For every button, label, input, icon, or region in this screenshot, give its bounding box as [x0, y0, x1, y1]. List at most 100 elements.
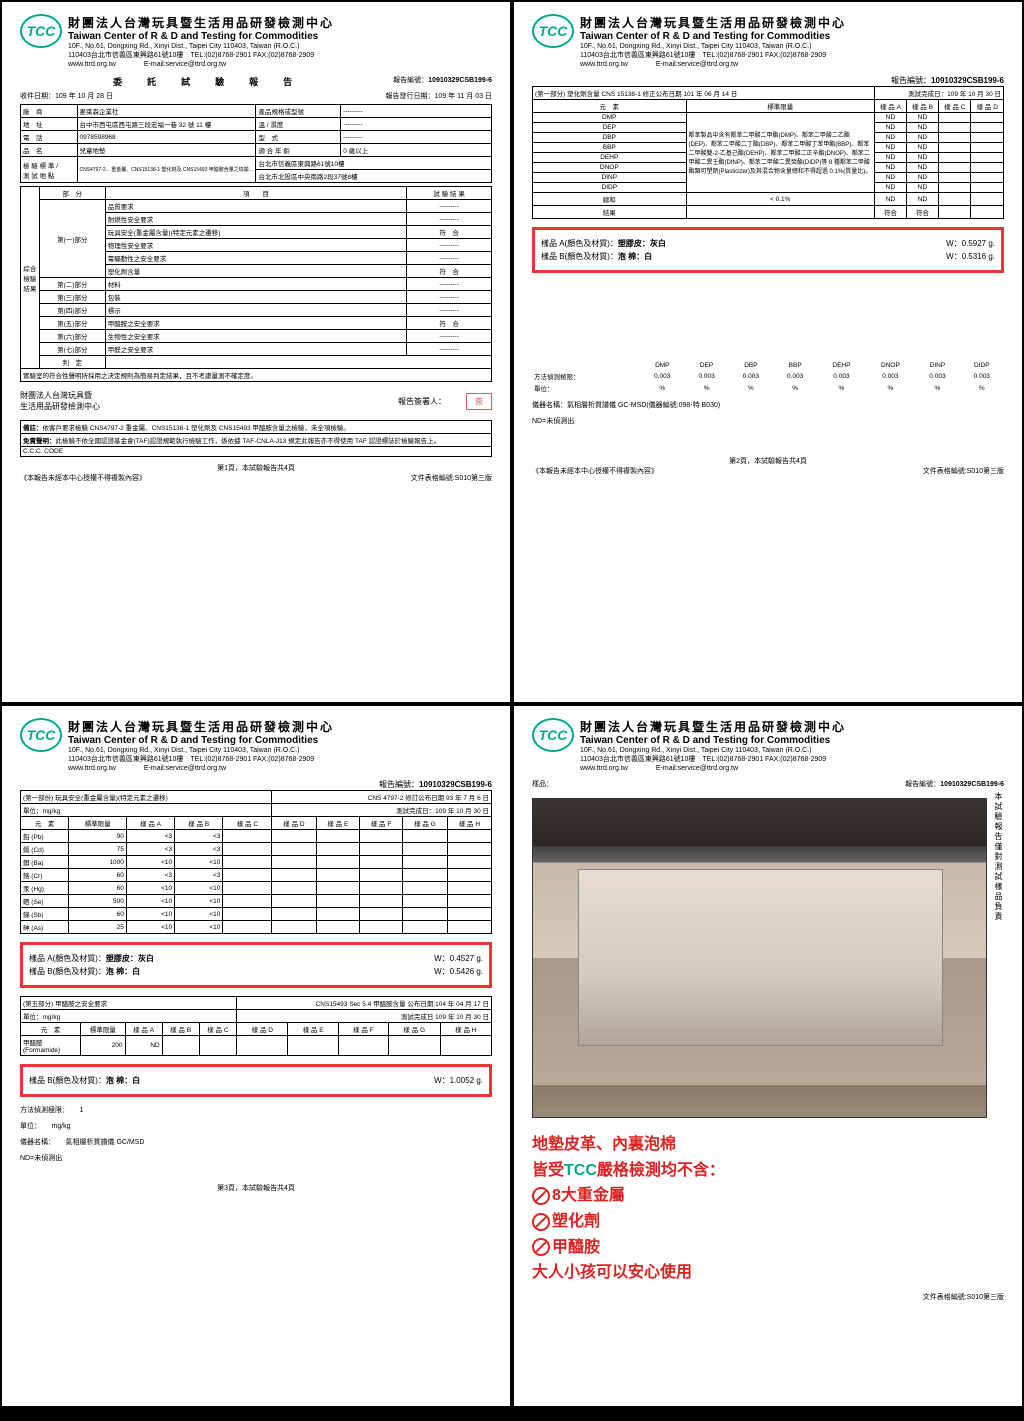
nd-label: ND=未偵測出	[532, 416, 1004, 426]
promo-item: 塑化劑	[552, 1213, 600, 1230]
org-name-en: Taiwan Center of R & D and Testing for C…	[580, 735, 1004, 746]
cell: 台北市北投區中央南路2段37號8樓	[256, 170, 492, 183]
th: DMP	[640, 361, 684, 370]
cell: ND	[125, 1036, 162, 1056]
org-addr1: 10F., No.61, Dongxing Rd., Xinyi Dist., …	[580, 746, 1004, 755]
cell: 0.003	[915, 370, 959, 382]
cell: 0.003	[729, 370, 773, 382]
cell: <3	[126, 869, 174, 882]
report-no: 10910329CSB199-6	[419, 780, 492, 789]
cell: %	[640, 382, 684, 394]
th: 樣 品 F	[360, 817, 403, 830]
cell: ND	[874, 153, 906, 163]
cell: 標示	[105, 304, 406, 317]
th: 樣 品 D	[971, 100, 1004, 113]
disclaimer: 此檢驗不依全國認證基金會(TAF)認證規範執行檢驗工作，係依據 TAF-CNLA…	[56, 438, 441, 445]
cell: <10	[126, 856, 174, 869]
th: 樣 品 C	[199, 1023, 237, 1036]
receive-date: 109 年 10 月 28 日	[55, 93, 113, 100]
cell: ND	[906, 153, 938, 163]
cell: 第(四)部分	[39, 304, 105, 317]
instrument-label: 儀器名稱：	[532, 402, 567, 409]
cell: 60	[69, 869, 127, 882]
section-title: (第一部分) 塑化劑含量 CNS 15138-1 修正公布日期 101 年 06…	[533, 87, 875, 100]
cell: <3	[175, 830, 223, 843]
sample-b-w: W：0.5426 g.	[434, 966, 483, 977]
cell: DEHP	[533, 153, 687, 163]
cell: ---------	[341, 118, 492, 131]
cell: 鋇 (Ba)	[21, 856, 69, 869]
cell: 60	[69, 882, 127, 895]
cell: CNS4797-2... 重金屬、CNS15138-1 塑化劑及 CNS1549…	[77, 157, 256, 183]
cell: 品質要求	[105, 200, 406, 213]
cell: 砷 (As)	[21, 921, 69, 934]
org-web: www.ttrd.org.tw	[580, 61, 628, 68]
instrument-label: 儀器名稱：	[20, 1139, 52, 1146]
cell: 90	[69, 830, 127, 843]
th: DEP	[684, 361, 728, 370]
side-label: 綜合檢驗結果	[21, 187, 40, 369]
cell: <10	[126, 882, 174, 895]
test-date: 109 年 10 月 30 日	[947, 91, 1001, 98]
promo-text: 地墊皮革、內裏泡棉 皆受TCC嚴格檢測均不含： 8大重金屬 塑化劑 甲醯胺 大人…	[532, 1132, 1004, 1286]
sample-a-label: 樣品 A(顏色及材質)：	[29, 954, 106, 963]
sample-val: 泡 棉：白	[106, 1076, 140, 1085]
cell: ND	[874, 173, 906, 183]
th: 樣 品 G	[403, 817, 448, 830]
cell: ---------	[341, 105, 492, 118]
promo-line: 地墊皮革、內裏泡棉	[532, 1132, 1004, 1158]
cell: 25	[69, 921, 127, 934]
cell: 0.003	[817, 370, 865, 382]
promo-item: 8大重金屬	[552, 1187, 625, 1204]
org-addr2: 110403台北市信義區東興路61號10樓 TEL:(02)8768-2901 …	[68, 755, 492, 764]
nd-label: ND=未偵測出	[20, 1153, 492, 1163]
th: 元 素	[533, 100, 687, 113]
cell: 物理性安全要求	[105, 239, 406, 252]
cell: 檢 驗 標 準 / 測 試 地 點	[21, 157, 78, 183]
org-email: E-mail:service@ttrd.org.tw	[656, 765, 738, 772]
report-page-1: TCC 財團法人台灣玩具暨生活用品研發檢測中心 Taiwan Center of…	[2, 2, 510, 702]
org-addr1: 10F., No.61, Dongxing Rd., Xinyi Dist., …	[68, 746, 492, 755]
sample-b-label: 樣品 B(顏色及材質)：	[29, 967, 106, 976]
cell: 總和	[533, 193, 687, 206]
org-name-cn: 財團法人台灣玩具暨生活用品研發檢測中心	[68, 14, 492, 31]
limits-table: DMPDEPDBPBBPDEHPDNOPDINPDIDP 方法偵測極限：0.00…	[532, 361, 1004, 394]
cell: <10	[126, 895, 174, 908]
cell: 塑化劑含量	[105, 265, 406, 278]
cell: 台北市信義區東興路61號10樓	[256, 157, 492, 170]
cell: 0.003	[640, 370, 684, 382]
cell: 75	[69, 843, 127, 856]
org-name-cn: 財團法人台灣玩具暨生活用品研發檢測中心	[580, 14, 1004, 31]
signature-stamp: 簽	[466, 393, 492, 410]
cell: 0978598968	[77, 131, 256, 144]
highlight-sample-box: 樣品 A(顏色及材質)：塑膠皮：灰白W：0.5927 g. 樣品 B(顏色及材質…	[532, 227, 1004, 273]
cell: 鎘 (Cd)	[21, 843, 69, 856]
report-page-4: TCC 財團法人台灣玩具暨生活用品研發檢測中心 Taiwan Center of…	[514, 706, 1022, 1406]
tcc-logo: TCC	[20, 14, 62, 48]
org-addr1: 10F., No.61, Dongxing Rd., Xinyi Dist., …	[68, 42, 492, 51]
page-footer: 第1頁，本試驗報告共4頁	[20, 463, 492, 473]
plasticizer-table: (第一部分) 塑化劑含量 CNS 15138-1 修正公布日期 101 年 06…	[532, 86, 1004, 219]
cell: 甲酸二異壬酯(DINP)、鄰苯二甲酸二異癸酯	[689, 160, 803, 166]
cell: 耐燃性安全要求	[105, 213, 406, 226]
cell: 生物性之安全要求	[105, 330, 406, 343]
cell: ND	[874, 163, 906, 173]
cell: 品 名	[21, 144, 78, 157]
cell: <3	[175, 869, 223, 882]
ccc-code: C.C.C. CODE	[21, 447, 492, 457]
cell: 電 話	[21, 131, 78, 144]
th: 部 分	[39, 187, 105, 200]
sign-org: 財團法人台灣玩具暨 生活用品研發檢測中心	[20, 390, 100, 412]
org-addr1: 10F., No.61, Dongxing Rd., Xinyi Dist., …	[580, 42, 1004, 51]
cell: ---------	[407, 278, 492, 291]
cell: 500	[69, 895, 127, 908]
cell: 鉻 (Cr)	[21, 869, 69, 882]
cell: 甲醯胺 (Formamide)	[21, 1036, 81, 1056]
instrument: 氣相層析質譜儀 GC-MSD(儀器編號:098-特 B030)	[567, 402, 720, 409]
cell: 1000	[69, 856, 127, 869]
disclaimer-label: 免責聲明：	[23, 438, 56, 445]
highlight-sample-box: 樣品 A(顏色及材質)：塑膠皮：灰白W：0.4527 g. 樣品 B(顏色及材質…	[20, 942, 492, 988]
org-email: E-mail:service@ttrd.org.tw	[656, 61, 738, 68]
test-date-label: 測試完成日：	[908, 91, 947, 98]
unit: mg/kg	[52, 1123, 71, 1130]
